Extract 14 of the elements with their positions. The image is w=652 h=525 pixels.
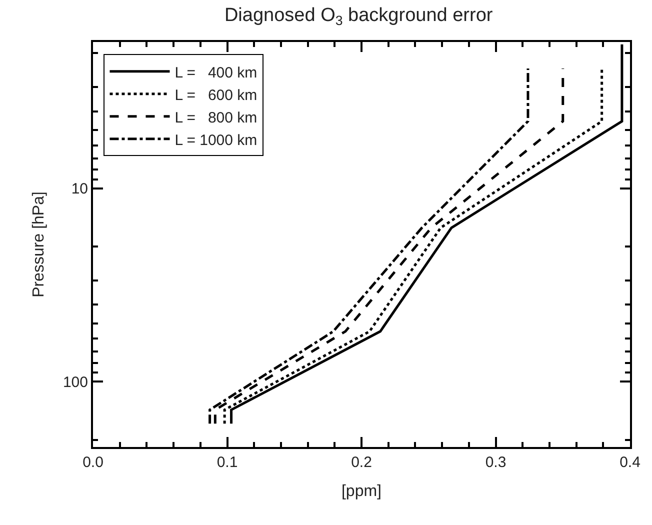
legend-label: L = 400 km xyxy=(174,64,258,82)
x-axis-title: [ppm] xyxy=(341,483,382,500)
x-tick-label: 0.1 xyxy=(216,454,238,471)
legend-label: L = 1000 km xyxy=(174,132,258,149)
x-tick-label: 0.3 xyxy=(485,454,506,471)
y-tick-label: 100 xyxy=(62,374,88,391)
x-tick-label: 0.4 xyxy=(620,454,640,471)
legend-label: L = 600 km xyxy=(174,86,258,104)
y-tick-label: 10 xyxy=(71,180,88,198)
y-axis-title: Pressure [hPa] xyxy=(30,192,48,298)
x-tick-label: 0.0 xyxy=(82,454,104,471)
chart-title: Diagnosed O$_{3}$ background error xyxy=(224,5,494,28)
x-tick-label: 0.2 xyxy=(351,454,372,471)
legend-label: L = 800 km xyxy=(174,109,258,126)
